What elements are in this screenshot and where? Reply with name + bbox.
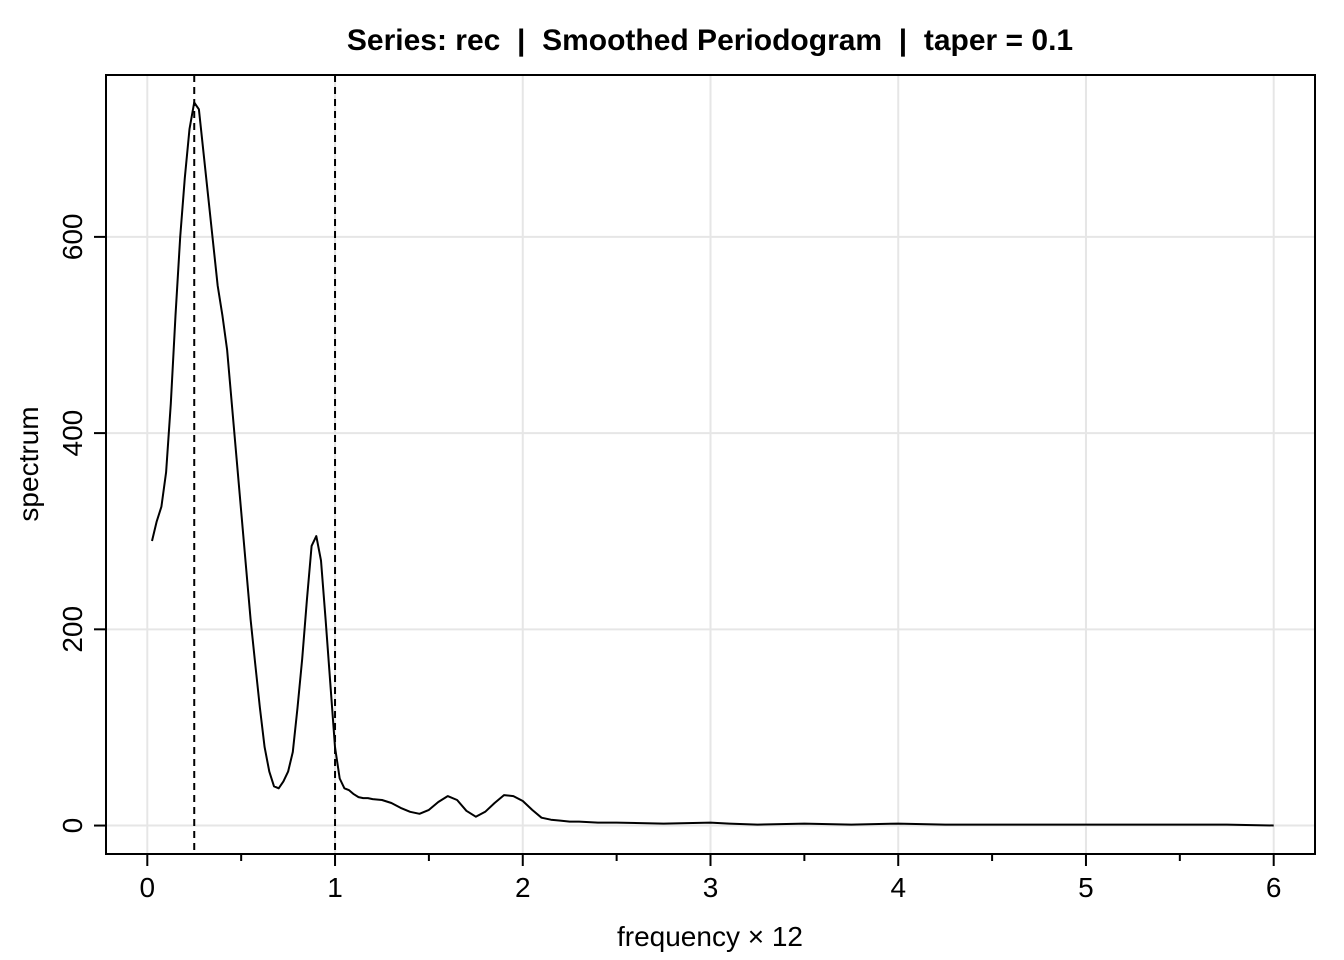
x-tick-label: 0 [140,872,156,903]
y-tick-label: 0 [57,818,88,834]
y-tick-label: 200 [57,606,88,653]
x-tick-label: 2 [515,872,531,903]
spectrum-line [151,101,1274,827]
reference-lines [193,75,337,854]
tick-layer: 0 1 2 3 4 5 6 0 200 400 600 [57,214,1281,903]
x-tick-label: 3 [703,872,719,903]
x-axis-label: frequency × 12 [617,921,803,952]
x-tick-label: 6 [1266,872,1282,903]
x-tick-label: 5 [1078,872,1094,903]
series-layer [151,101,1274,827]
y-tick-label: 600 [57,214,88,261]
y-axis-label: spectrum [13,406,44,521]
grid-layer [106,75,1315,854]
chart-title: Series: rec | Smoothed Periodogram | tap… [347,24,1073,57]
y-tick-label: 400 [57,410,88,457]
x-tick-label: 1 [327,872,343,903]
x-tick-label: 4 [890,872,906,903]
